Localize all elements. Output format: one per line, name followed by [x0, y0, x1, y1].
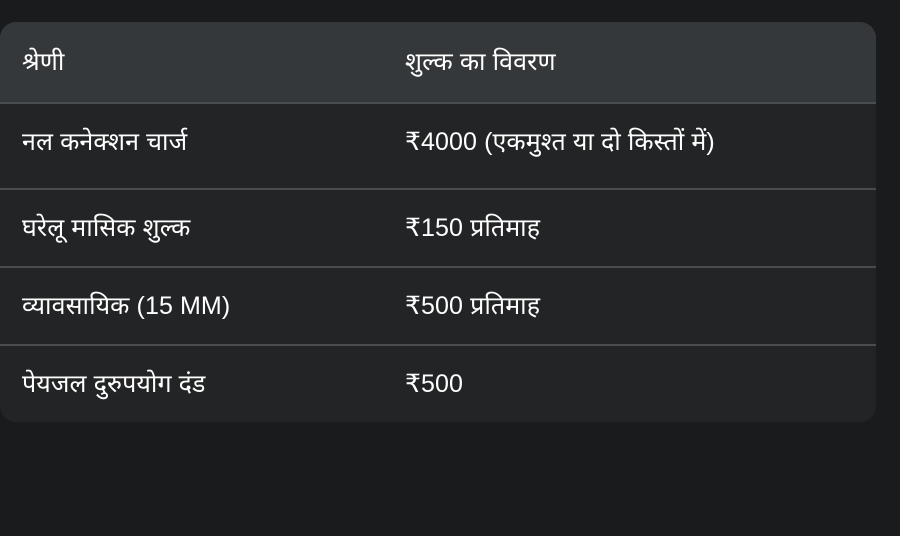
- column-header-detail: शुल्क का विवरण: [405, 48, 556, 76]
- cell-category: घरेलू मासिक शुल्क: [22, 214, 191, 242]
- table-row: पेयजल दुरुपयोग दंड ₹500: [0, 346, 876, 422]
- cell-category: पेयजल दुरुपयोग दंड: [22, 370, 206, 398]
- cell-category: नल कनेक्शन चार्ज: [22, 128, 188, 156]
- table-row: व्यावसायिक (15 MM) ₹500 प्रतिमाह: [0, 268, 876, 346]
- table-row: नल कनेक्शन चार्ज ₹4000 (एकमुश्त या दो कि…: [0, 104, 876, 190]
- cell-detail: ₹4000 (एकमुश्त या दो किस्तों में): [405, 128, 715, 156]
- cell-detail: ₹500 प्रतिमाह: [405, 292, 541, 320]
- table-header-row: श्रेणी शुल्क का विवरण: [0, 22, 876, 104]
- table-row: घरेलू मासिक शुल्क ₹150 प्रतिमाह: [0, 190, 876, 268]
- fee-schedule-table: श्रेणी शुल्क का विवरण नल कनेक्शन चार्ज ₹…: [0, 22, 876, 422]
- cell-category: व्यावसायिक (15 MM): [22, 292, 231, 320]
- cell-detail: ₹150 प्रतिमाह: [405, 214, 541, 242]
- cell-detail: ₹500: [405, 370, 464, 398]
- column-header-category: श्रेणी: [22, 48, 65, 76]
